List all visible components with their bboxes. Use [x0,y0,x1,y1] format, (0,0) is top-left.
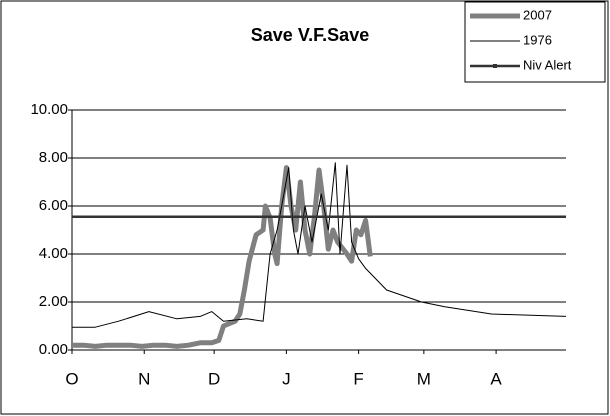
legend-label: 2007 [523,7,552,22]
x-tick-label: N [138,369,150,388]
y-tick-label: 0.00 [39,341,68,358]
x-tick-label: J [282,369,291,388]
y-tick-label: 8.00 [39,149,68,166]
x-tick-label: O [65,369,78,388]
x-tick-label: D [208,369,220,388]
legend-label: Niv Alert [523,57,572,72]
legend-marker [493,64,497,68]
y-tick-label: 10.00 [30,101,68,118]
chart-title: Save V.F.Save [251,25,369,45]
x-tick-label: M [417,369,431,388]
series-line [72,162,567,328]
x-tick-label: A [490,369,502,388]
legend-label: 1976 [523,32,552,47]
series-line [72,165,373,349]
y-tick-label: 6.00 [39,197,68,214]
x-tick-label: F [353,369,363,388]
y-tick-label: 4.00 [39,245,68,262]
y-tick-label: 2.00 [39,293,68,310]
